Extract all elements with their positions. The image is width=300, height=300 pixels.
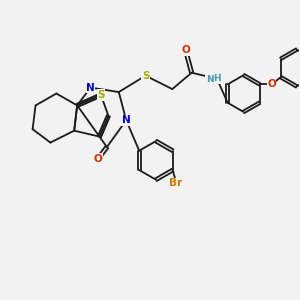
Text: S: S	[142, 71, 149, 81]
Text: O: O	[267, 79, 276, 89]
Text: S: S	[97, 90, 105, 100]
Text: O: O	[181, 45, 190, 56]
Text: Br: Br	[169, 178, 182, 188]
Text: N: N	[122, 115, 130, 125]
Text: O: O	[94, 154, 102, 164]
Text: H: H	[213, 74, 221, 83]
Text: N: N	[86, 82, 95, 93]
Text: N: N	[206, 75, 213, 84]
